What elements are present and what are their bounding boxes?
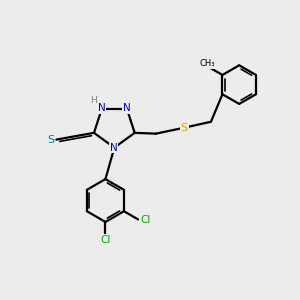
- Text: N: N: [98, 103, 106, 113]
- Text: N: N: [123, 103, 131, 113]
- Text: S: S: [47, 135, 55, 145]
- Text: S: S: [181, 123, 188, 133]
- Text: N: N: [110, 142, 118, 153]
- Text: Cl: Cl: [100, 235, 111, 245]
- Text: H: H: [90, 96, 97, 105]
- Text: Cl: Cl: [140, 215, 151, 225]
- Text: CH₃: CH₃: [199, 59, 215, 68]
